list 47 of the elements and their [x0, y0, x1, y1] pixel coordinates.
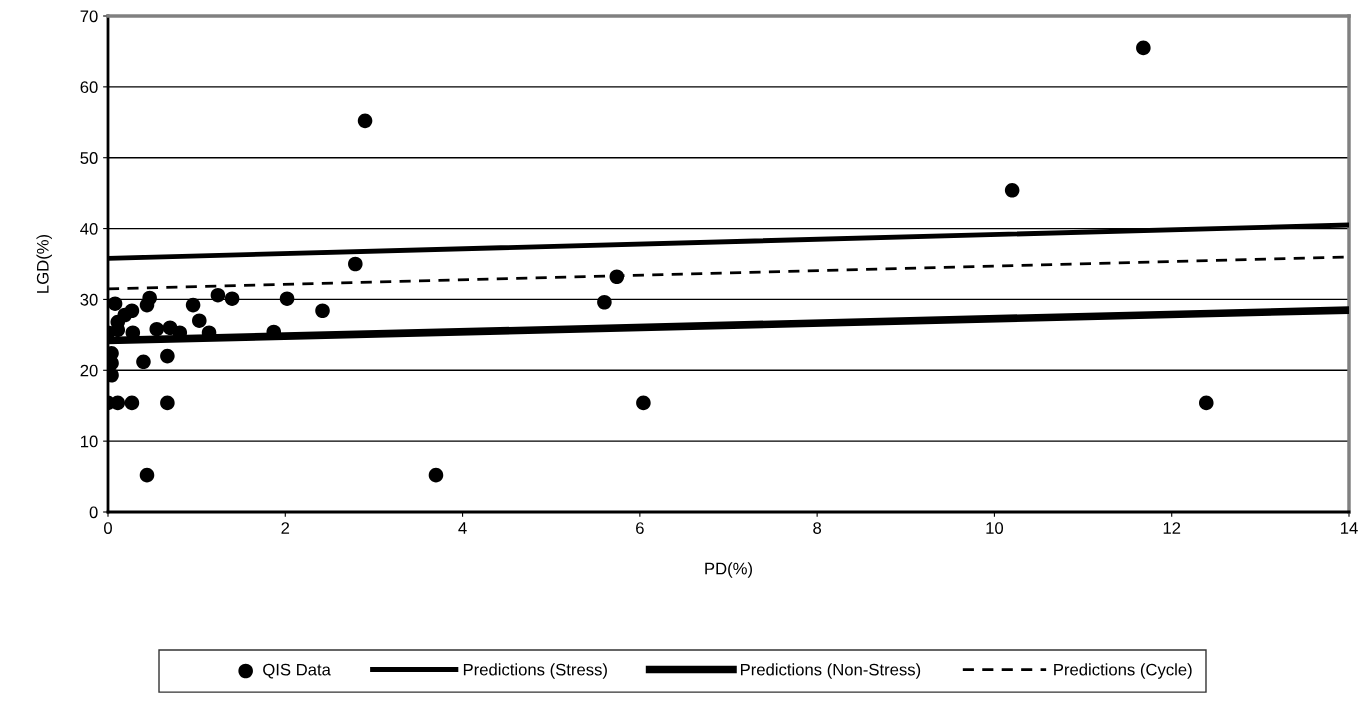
point [149, 321, 165, 337]
point [110, 395, 126, 411]
point [279, 291, 295, 306]
point [1004, 183, 1020, 198]
point [1199, 395, 1214, 411]
y-tick-label: 50 [80, 152, 98, 164]
point [192, 313, 207, 328]
y-axis-title: LGD(%) [36, 234, 52, 293]
legend-label: Predictions (Cycle) [1054, 663, 1192, 679]
point [139, 467, 155, 483]
point [609, 269, 625, 285]
x-tick-label: 8 [813, 522, 822, 534]
point [428, 467, 444, 483]
legend-label: Predictions (Non-Stress) [740, 663, 921, 679]
point [142, 290, 157, 306]
legend-label: QIS Data [263, 663, 331, 679]
point [160, 348, 175, 364]
point [210, 287, 226, 303]
y-tick-label: 40 [80, 222, 98, 235]
x-tick-label: 6 [636, 522, 644, 534]
point [124, 395, 140, 411]
y-tick-label: 10 [81, 435, 98, 448]
x-tick-label: 12 [1163, 522, 1181, 534]
point [185, 297, 201, 313]
x-tick-label: 10 [986, 522, 1004, 534]
point [348, 256, 363, 272]
x-tick-label: 14 [1341, 522, 1358, 534]
point [357, 113, 373, 129]
y-tick-label: 30 [80, 293, 98, 306]
point [1136, 40, 1151, 56]
point [597, 294, 612, 310]
x-axis-title: PD(%) [705, 562, 752, 578]
y-tick-label: 20 [80, 364, 98, 377]
point [160, 395, 175, 411]
x-tick-label: 2 [281, 522, 290, 534]
point [315, 303, 330, 319]
point [224, 291, 240, 306]
y-tick-label: 70 [80, 10, 98, 23]
y-tick-label: 60 [80, 81, 98, 94]
x-tick-label: 0 [104, 522, 112, 534]
x-tick-label: 4 [458, 522, 467, 534]
point [136, 354, 151, 370]
point [108, 296, 123, 311]
point [636, 395, 651, 411]
y-tick-label: 0 [89, 506, 98, 519]
legend-label: Predictions (Stress) [463, 663, 607, 679]
point [124, 303, 140, 319]
